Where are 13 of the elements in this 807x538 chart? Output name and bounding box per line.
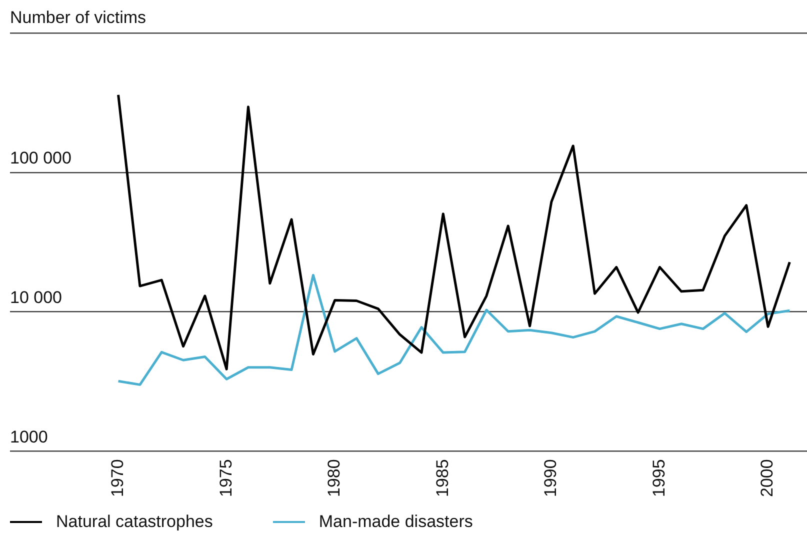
x-tick-label: 2000 [758, 459, 777, 498]
x-tick-label: 1995 [649, 459, 668, 498]
x-tick-label: 1985 [432, 459, 452, 498]
y-tick-label: 100 000 [10, 148, 72, 168]
x-tick-label: 1990 [541, 459, 560, 498]
legend-label: Man-made disasters [318, 512, 473, 532]
x-tick-label: 1970 [108, 459, 127, 498]
y-axis-title: Number of victims [10, 8, 146, 28]
y-tick-label: 10 000 [10, 288, 62, 307]
y-tick-label: 1000 [10, 427, 48, 446]
x-tick-label: 1980 [324, 459, 344, 498]
x-tick-label: 1975 [216, 459, 236, 498]
legend-label: Natural catastrophes [56, 512, 213, 532]
